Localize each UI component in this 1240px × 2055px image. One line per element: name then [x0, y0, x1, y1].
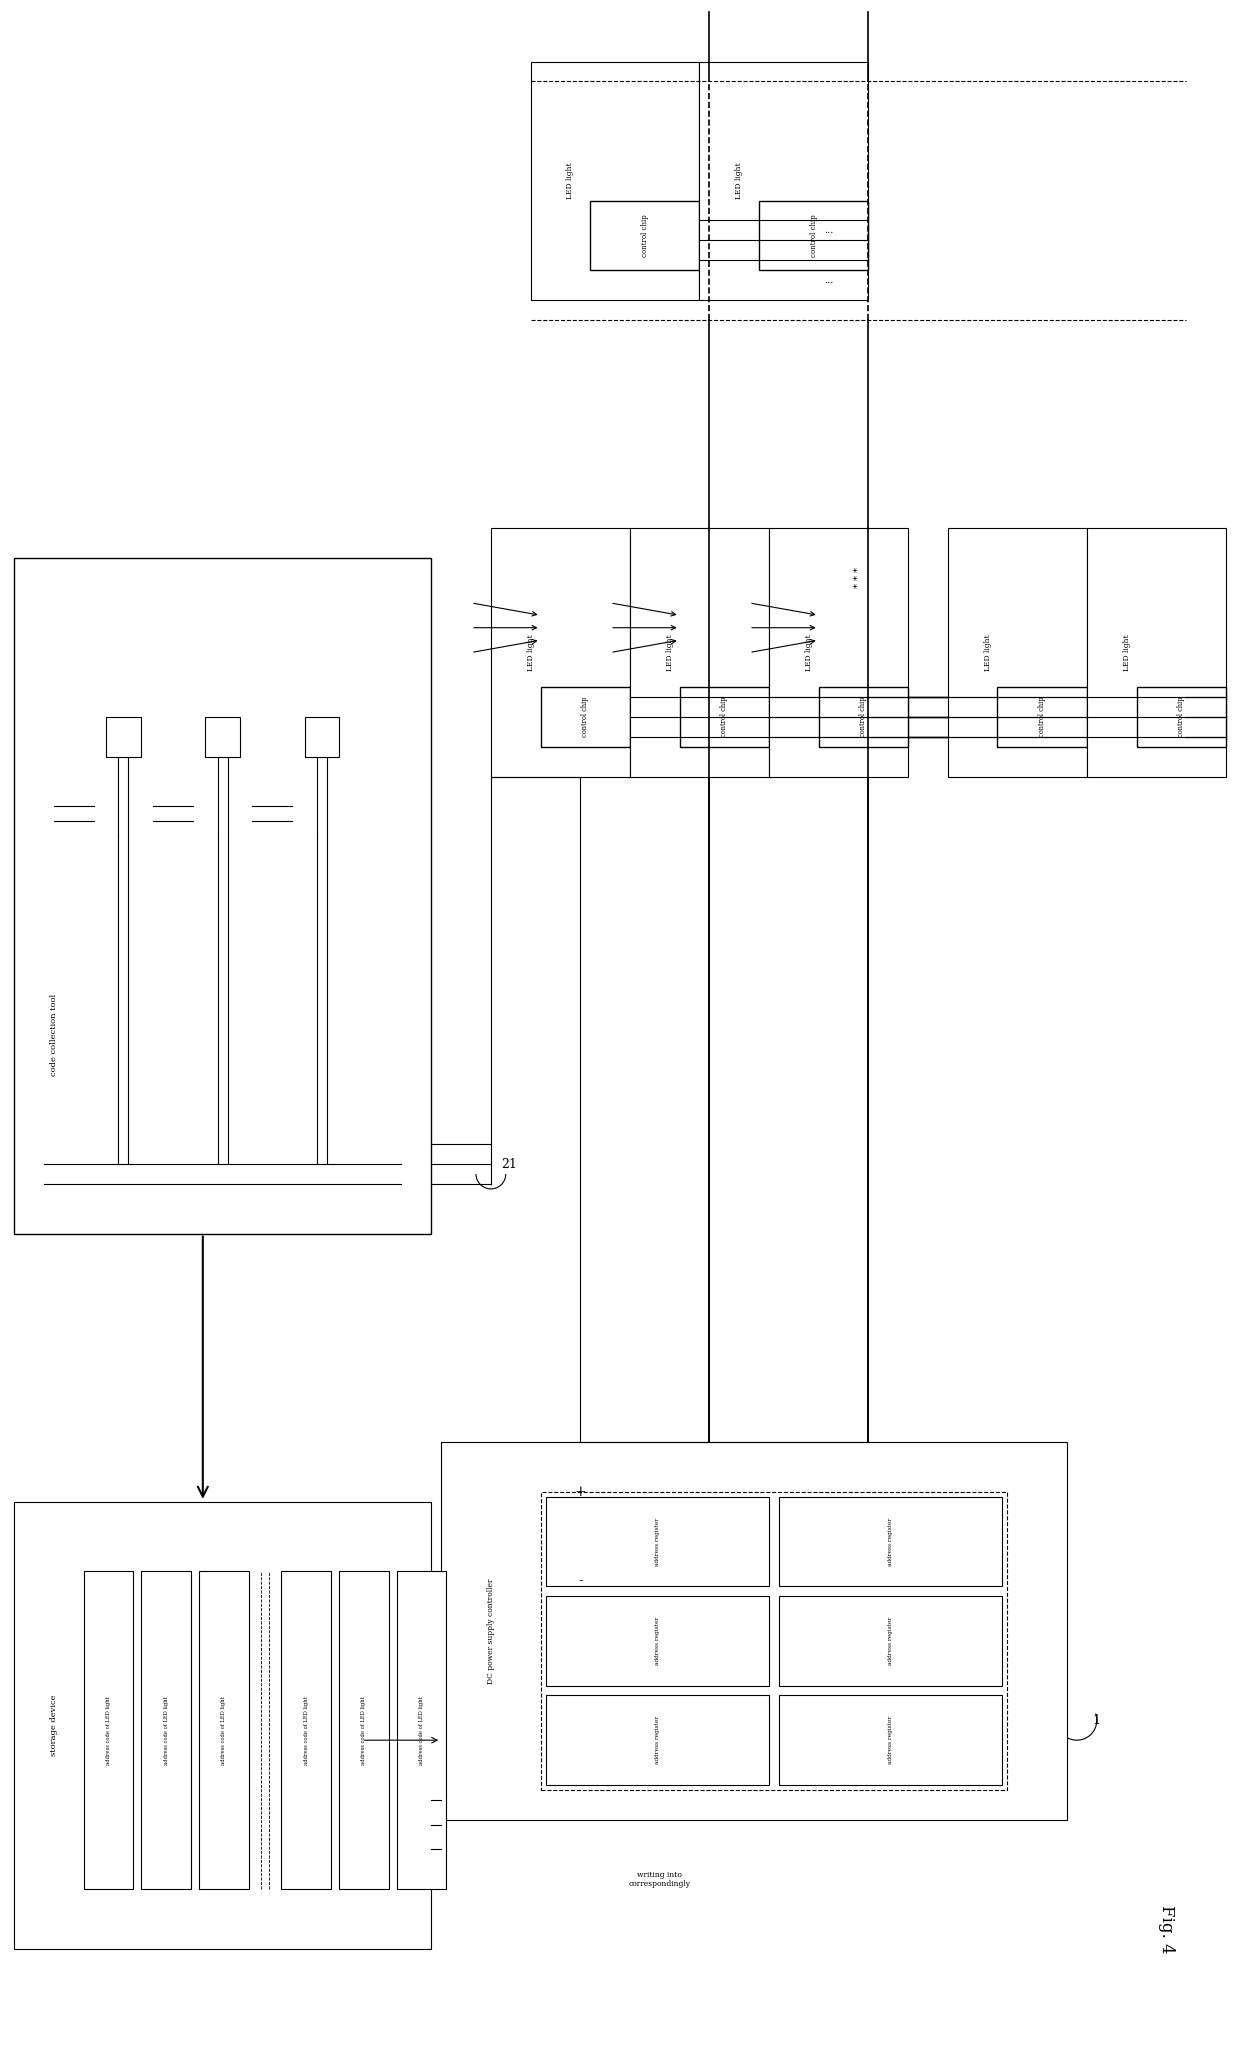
Text: +: +	[574, 1486, 587, 1498]
Bar	[441, 1443, 1066, 1819]
Bar	[680, 686, 769, 746]
Text: writing into
correspondingly: writing into correspondingly	[629, 1870, 691, 1889]
Bar	[105, 717, 141, 756]
Bar	[630, 528, 769, 777]
Text: DC power supply controller: DC power supply controller	[487, 1578, 495, 1683]
Bar	[14, 1502, 432, 1948]
Text: control chip: control chip	[641, 214, 649, 257]
Text: ...: ...	[823, 226, 833, 234]
Bar	[546, 1496, 769, 1586]
Text: address register: address register	[655, 1617, 660, 1665]
Bar	[14, 559, 432, 1233]
Bar	[699, 62, 868, 300]
Bar	[339, 1572, 388, 1889]
Bar	[779, 1496, 1002, 1586]
Bar	[997, 686, 1086, 746]
Bar	[769, 528, 908, 777]
Text: LED light: LED light	[567, 162, 574, 199]
Bar	[546, 1695, 769, 1786]
Text: control chip: control chip	[1038, 697, 1047, 738]
Bar	[818, 686, 908, 746]
Text: Fig. 4: Fig. 4	[1158, 1905, 1174, 1952]
Bar	[206, 717, 241, 756]
Text: -: -	[578, 1574, 583, 1589]
Bar	[947, 528, 1086, 777]
Bar	[779, 1597, 1002, 1685]
Text: address code of LED light: address code of LED light	[361, 1695, 366, 1765]
Text: LED light: LED light	[666, 635, 673, 670]
Text: 21: 21	[501, 1157, 517, 1171]
Text: control chip: control chip	[720, 697, 728, 738]
Bar	[141, 1572, 191, 1889]
Bar	[1137, 686, 1226, 746]
Bar	[759, 201, 868, 269]
Bar	[198, 1572, 248, 1889]
Bar	[590, 201, 699, 269]
Text: LED light: LED light	[735, 162, 743, 199]
Bar	[1086, 528, 1226, 777]
Text: address register: address register	[888, 1517, 893, 1566]
Text: control chip: control chip	[1177, 697, 1185, 738]
Text: address register: address register	[655, 1517, 660, 1566]
Bar	[541, 1492, 1007, 1790]
Text: LED light: LED light	[527, 635, 534, 670]
Bar	[281, 1572, 331, 1889]
Text: address register: address register	[655, 1716, 660, 1765]
Bar	[779, 1695, 1002, 1786]
Text: address code of LED light: address code of LED light	[419, 1695, 424, 1765]
Text: storage device: storage device	[50, 1695, 58, 1757]
Bar	[531, 62, 699, 300]
Text: address code of LED light: address code of LED light	[304, 1695, 309, 1765]
Text: address register: address register	[888, 1617, 893, 1665]
Text: LED light: LED light	[983, 635, 992, 670]
Text: control chip: control chip	[859, 697, 867, 738]
Text: LED light: LED light	[1122, 635, 1131, 670]
Text: ...: ...	[823, 275, 833, 284]
Text: 1: 1	[1092, 1714, 1101, 1726]
Text: address code of LED light: address code of LED light	[105, 1695, 110, 1765]
Text: address register: address register	[888, 1716, 893, 1765]
Bar	[305, 717, 340, 756]
Text: control chip: control chip	[810, 214, 817, 257]
Text: control chip: control chip	[582, 697, 589, 738]
Bar	[546, 1597, 769, 1685]
Bar	[491, 528, 630, 777]
Bar	[541, 686, 630, 746]
Text: code collection tool: code collection tool	[50, 995, 58, 1077]
Bar	[83, 1572, 133, 1889]
Text: LED light: LED light	[805, 635, 812, 670]
Bar	[397, 1572, 446, 1889]
Text: address code of LED light: address code of LED light	[164, 1695, 169, 1765]
Text: address code of LED light: address code of LED light	[221, 1695, 226, 1765]
Text: * * *: * * *	[854, 567, 863, 588]
